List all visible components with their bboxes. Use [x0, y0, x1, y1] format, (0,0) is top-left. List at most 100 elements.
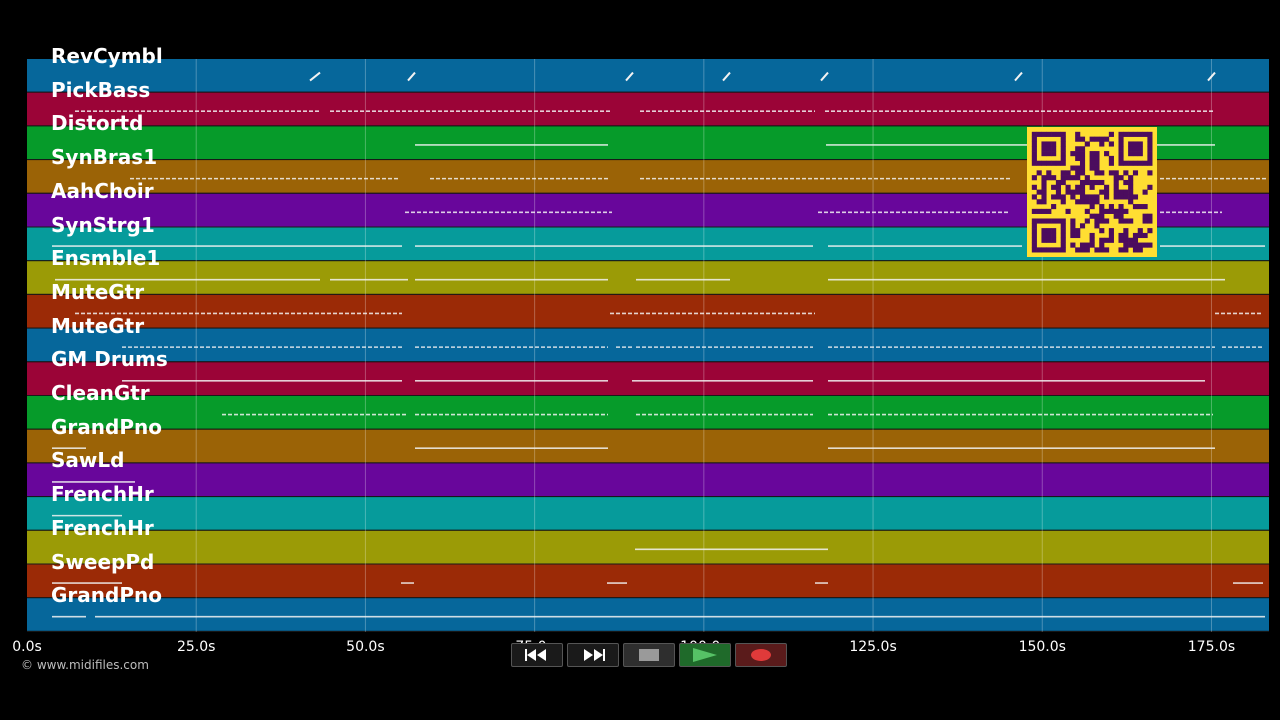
qr-module: [1099, 204, 1105, 210]
qr-module: [1084, 242, 1090, 248]
qr-module: [1070, 223, 1076, 229]
fast-forward-button[interactable]: [567, 643, 619, 667]
qr-finder-module: [1051, 218, 1057, 224]
qr-module: [1079, 194, 1086, 200]
qr-finder-module: [1031, 218, 1037, 224]
qr-module: [1089, 184, 1095, 190]
qr-module: [1031, 208, 1037, 214]
qr-module: [1118, 213, 1124, 219]
qr-module: [1128, 242, 1134, 248]
qr-module: [1075, 131, 1081, 137]
qr-module: [1079, 189, 1086, 195]
qr-module: [1113, 189, 1119, 195]
qr-finder-module: [1046, 146, 1052, 152]
qr-module: [1075, 136, 1081, 142]
qr-module: [1118, 175, 1124, 181]
stop-button[interactable]: [623, 643, 675, 667]
stop-icon: [639, 649, 659, 661]
qr-finder-module: [1055, 131, 1062, 137]
qr-finder-module: [1031, 160, 1037, 166]
qr-module: [1051, 194, 1057, 200]
qr-module: [1031, 175, 1037, 181]
qr-module: [1070, 232, 1076, 239]
qr-module: [1089, 237, 1095, 243]
qr-finder-module: [1132, 131, 1139, 137]
qr-module: [1099, 189, 1105, 195]
qr-module: [1084, 218, 1090, 224]
track-label: SawLd: [51, 448, 125, 473]
qr-module: [1113, 194, 1119, 200]
qr-module: [1118, 204, 1124, 210]
rewind-button[interactable]: [511, 643, 563, 667]
qr-finder-module: [1118, 141, 1124, 147]
qr-finder-module: [1031, 223, 1037, 229]
qr-module: [1104, 136, 1110, 142]
qr-module: [1104, 184, 1110, 190]
qr-module: [1089, 179, 1095, 186]
qr-module: [1084, 175, 1090, 181]
qr-module: [1051, 184, 1057, 190]
play-icon: [693, 648, 717, 662]
qr-module: [1123, 194, 1129, 200]
qr-module: [1075, 165, 1081, 171]
qr-module: [1079, 242, 1086, 248]
qr-module: [1036, 189, 1042, 195]
record-button[interactable]: [735, 643, 787, 667]
note-mark: [722, 71, 731, 82]
qr-module: [1118, 208, 1124, 214]
qr-module: [1094, 199, 1100, 205]
copyright-notice: © www.midifiles.com: [21, 658, 149, 672]
qr-module: [1075, 247, 1081, 253]
qr-module: [1113, 213, 1119, 219]
qr-finder-module: [1051, 141, 1057, 147]
track-band: [27, 564, 1269, 598]
qr-finder-module: [1046, 141, 1052, 147]
qr-module: [1094, 136, 1100, 142]
qr-finder-module: [1051, 237, 1057, 243]
qr-module: [1079, 136, 1086, 142]
qr-module: [1142, 189, 1148, 195]
qr-module: [1079, 223, 1086, 229]
qr-module: [1108, 228, 1114, 234]
qr-finder-module: [1147, 160, 1153, 166]
qr-module: [1132, 170, 1139, 176]
qr-module: [1099, 228, 1105, 234]
qr-finder-module: [1118, 136, 1124, 142]
qr-module: [1079, 160, 1086, 166]
qr-module: [1084, 179, 1090, 186]
qr-module: [1084, 141, 1090, 147]
qr-module: [1147, 242, 1153, 248]
track-band: [27, 598, 1269, 631]
qr-module: [1041, 208, 1047, 214]
qr-finder-module: [1055, 218, 1062, 224]
qr-module: [1147, 213, 1153, 219]
qr-module: [1147, 170, 1153, 176]
note-mark: [407, 71, 416, 82]
qr-module: [1060, 199, 1066, 205]
qr-module: [1128, 189, 1134, 195]
track-band: [27, 362, 1269, 395]
qr-module: [1041, 179, 1047, 186]
qr-module: [1075, 184, 1081, 190]
qr-finder-module: [1142, 131, 1148, 137]
qr-module: [1089, 213, 1095, 219]
qr-module: [1099, 141, 1105, 147]
qr-module: [1084, 199, 1090, 205]
play-button[interactable]: [679, 643, 731, 667]
qr-finder-module: [1051, 131, 1057, 137]
qr-module: [1104, 151, 1110, 157]
qr-module: [1128, 237, 1134, 243]
qr-module: [1041, 184, 1047, 190]
qr-finder-module: [1137, 151, 1143, 157]
qr-module: [1108, 204, 1114, 210]
qr-finder-module: [1046, 160, 1052, 166]
qr-module: [1123, 228, 1129, 234]
qr-module: [1070, 194, 1076, 200]
track-band: [27, 294, 1269, 328]
qr-module: [1031, 184, 1037, 190]
qr-module: [1065, 184, 1071, 190]
qr-finder-module: [1137, 160, 1143, 166]
qr-module: [1104, 237, 1110, 243]
qr-module: [1079, 165, 1086, 171]
